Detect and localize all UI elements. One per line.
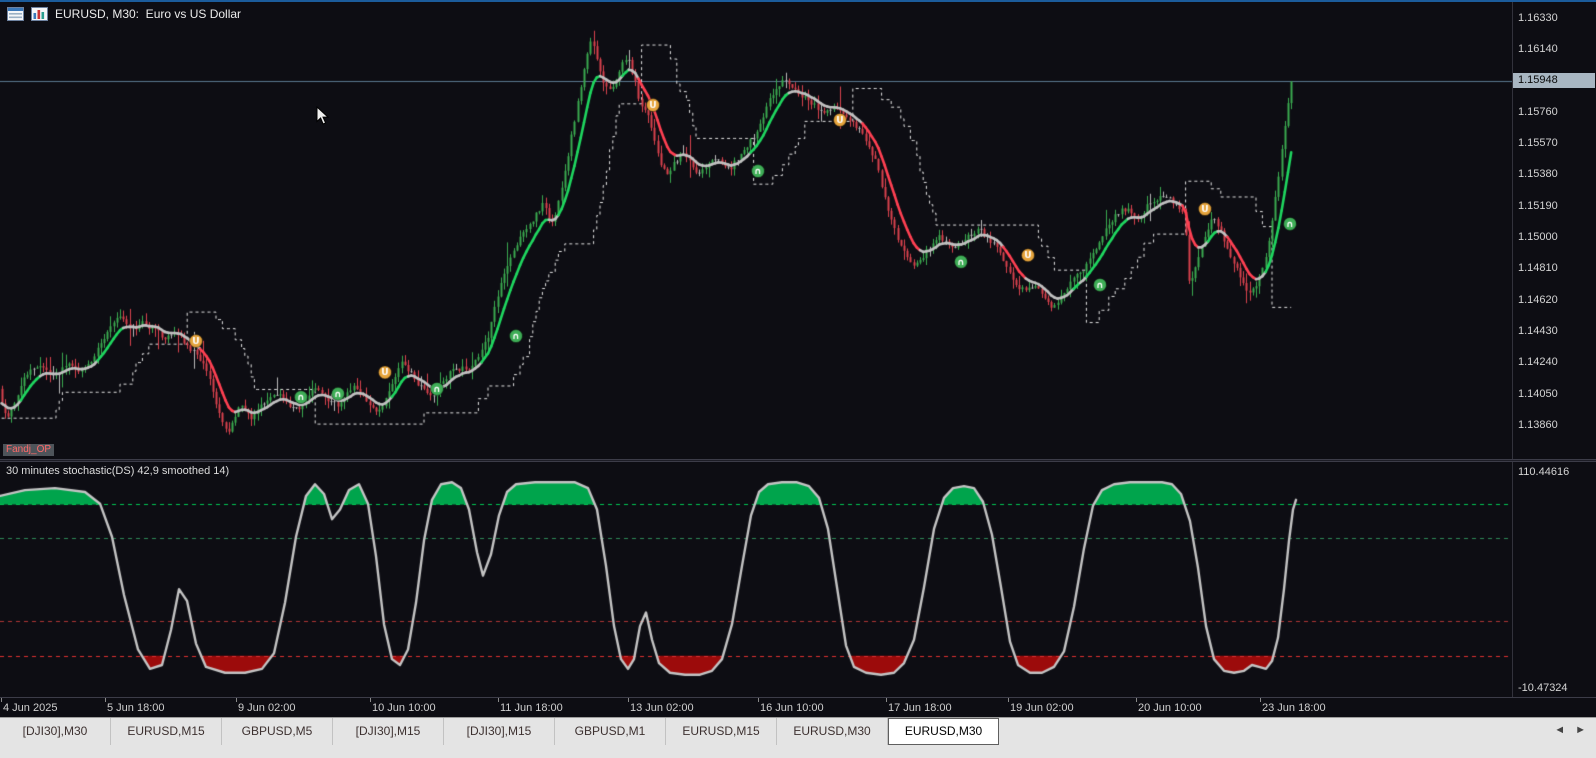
current-price-badge: 1.15948	[1513, 72, 1595, 88]
price-scale-label: 1.14430	[1518, 325, 1558, 338]
time-axis-tick	[886, 698, 887, 702]
time-axis-label: 10 Jun 10:00	[372, 702, 436, 714]
panel-divider[interactable]	[0, 459, 1596, 462]
price-scale-label: 1.15000	[1518, 231, 1558, 244]
stochastic-panel[interactable]: 30 minutes stochastic(DS) 42,9 smoothed …	[0, 462, 1512, 697]
price-scale-label: 1.15380	[1518, 168, 1558, 181]
time-axis-label: 11 Jun 18:00	[500, 702, 563, 714]
chart-tab[interactable]: GBPUSD,M5	[222, 718, 333, 745]
price-scale[interactable]: 1.16330 1.16140 1.15760 1.15570 1.15380 1.151…	[1512, 2, 1596, 459]
time-axis-tick	[105, 698, 106, 702]
chart-tab-bar: [DJI30],M30 EURUSD,M15 GBPUSD,M5 [DJI30],M1…	[0, 717, 1596, 758]
expert-corner-label[interactable]: Fandj_OP	[3, 444, 55, 456]
time-axis-label: 19 Jun 02:00	[1010, 702, 1074, 714]
chart-tab[interactable]: EURUSD,M15	[111, 718, 222, 745]
time-axis-tick	[498, 698, 499, 702]
tabs-scroll-right-icon[interactable]: ►	[1575, 724, 1586, 736]
price-scale-label: 1.13860	[1518, 419, 1558, 432]
time-axis-tick	[628, 698, 629, 702]
price-scale-label: 1.16140	[1518, 43, 1558, 56]
indicator-scale[interactable]: 110.44616 -10.47324	[1512, 462, 1596, 697]
time-axis-tick	[1136, 698, 1137, 702]
time-axis-tick	[1008, 698, 1009, 702]
chart-tab[interactable]: [DJI30],M15	[444, 718, 555, 745]
chart-tab[interactable]: [DJI30],M30	[0, 718, 111, 745]
price-scale-label: 1.14620	[1518, 293, 1558, 306]
quote-table-icon[interactable]	[7, 7, 24, 21]
main-chart-panel[interactable]: EURUSD, M30: Euro vs US Dollar Fandj_OP	[0, 2, 1512, 459]
price-scale-label: 1.15570	[1518, 137, 1558, 150]
chart-tab[interactable]: [DJI30],M15	[333, 718, 444, 745]
main-chart-row: EURUSD, M30: Euro vs US Dollar Fandj_OP …	[0, 2, 1596, 459]
time-axis-label: 13 Jun 02:00	[630, 702, 694, 714]
time-axis-tick	[236, 698, 237, 702]
price-scale-label: 1.14240	[1518, 356, 1558, 369]
chart-tab-active[interactable]: EURUSD,M30	[888, 718, 999, 745]
candlestick-chart-canvas[interactable]	[0, 2, 1512, 459]
indicator-scale-max: 110.44616	[1518, 466, 1570, 478]
tabs-scroll-left-icon[interactable]: ◄	[1554, 724, 1566, 736]
chart-tabs: [DJI30],M30 EURUSD,M15 GBPUSD,M5 [DJI30],M1…	[0, 718, 1596, 745]
indicator-name-label: 30 minutes stochastic(DS) 42,9 smoothed …	[6, 465, 230, 477]
indicator-scale-min: -10.47324	[1518, 682, 1568, 694]
price-scale-label: 1.15190	[1518, 199, 1558, 212]
stochastic-chart-canvas[interactable]	[0, 462, 1512, 697]
bar-chart-icon[interactable]	[31, 7, 48, 21]
price-scale-label: 1.14050	[1518, 387, 1558, 400]
tab-scroll-arrows: ◄ ►	[1554, 724, 1586, 736]
price-scale-label: 1.14810	[1518, 262, 1558, 275]
time-axis-label: 17 Jun 18:00	[888, 702, 952, 714]
time-axis-tick	[1, 698, 2, 702]
chart-tab[interactable]: GBPUSD,M1	[555, 718, 666, 745]
price-scale-label: 1.16330	[1518, 11, 1558, 24]
chart-tab[interactable]: EURUSD,M15	[666, 718, 777, 745]
price-scale-label: 1.15760	[1518, 105, 1558, 118]
time-axis-label: 16 Jun 10:00	[760, 702, 824, 714]
time-axis[interactable]: 4 Jun 2025 5 Jun 18:00 9 Jun 02:00 10 Jun 1…	[0, 697, 1596, 717]
indicator-row: 30 minutes stochastic(DS) 42,9 smoothed …	[0, 462, 1596, 697]
chart-title: EURUSD, M30: Euro vs US Dollar	[55, 7, 242, 21]
time-axis-tick	[1260, 698, 1261, 702]
chart-tab[interactable]: EURUSD,M30	[777, 718, 888, 745]
time-axis-tick	[758, 698, 759, 702]
time-axis-tick	[370, 698, 371, 702]
chart-title-bar: EURUSD, M30: Euro vs US Dollar	[7, 7, 241, 21]
time-axis-label: 4 Jun 2025	[3, 702, 58, 714]
time-axis-label: 5 Jun 18:00	[107, 702, 165, 714]
time-axis-label: 23 Jun 18:00	[1262, 702, 1326, 714]
time-axis-label: 9 Jun 02:00	[238, 702, 296, 714]
time-axis-label: 20 Jun 10:00	[1138, 702, 1202, 714]
